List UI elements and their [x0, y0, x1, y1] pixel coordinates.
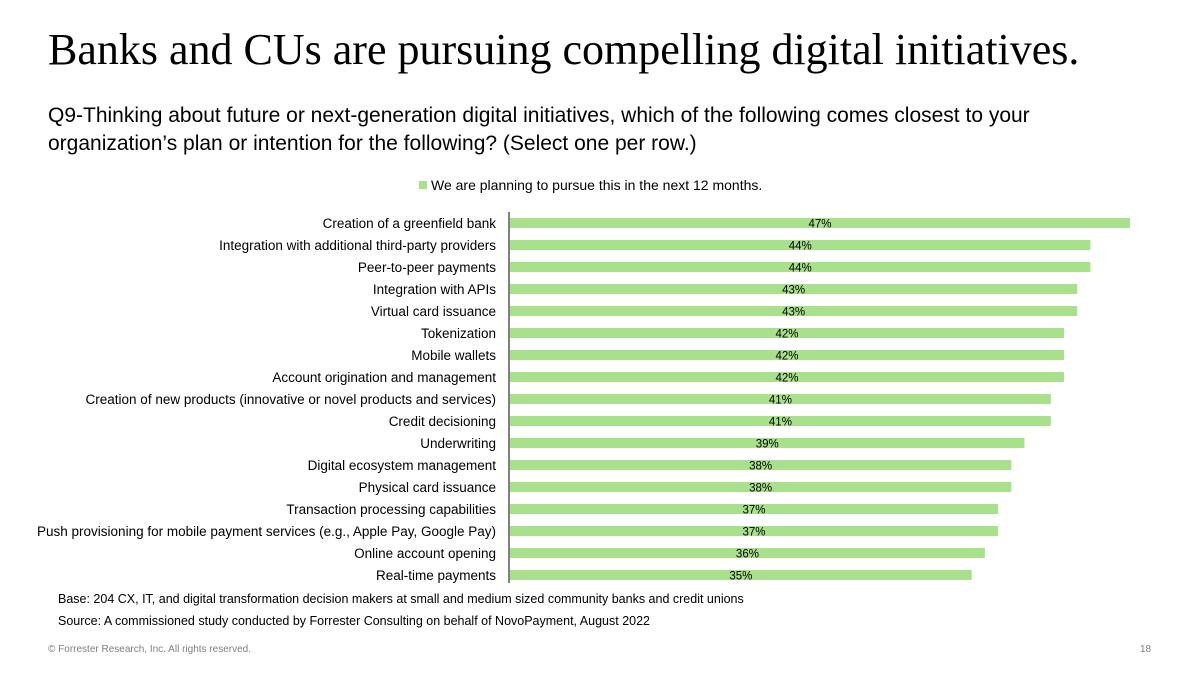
copyright-text: © Forrester Research, Inc. All rights re…: [48, 644, 251, 655]
data-label: 38%: [749, 483, 772, 495]
category-label: Underwriting: [420, 436, 496, 451]
bar: [510, 526, 999, 536]
category-label: Digital ecosystem management: [308, 458, 497, 473]
bar: [510, 438, 1025, 448]
category-label: Physical card issuance: [359, 480, 496, 495]
category-label: Online account opening: [354, 546, 496, 561]
bar: [510, 570, 972, 580]
data-label: 41%: [769, 417, 792, 429]
category-label: Account origination and management: [272, 370, 496, 385]
data-label: 35%: [729, 571, 752, 583]
bar: [510, 284, 1078, 294]
bar: [510, 416, 1051, 426]
bar: [510, 394, 1051, 404]
bar: [510, 372, 1065, 382]
bar: [510, 482, 1012, 492]
bar: [510, 504, 999, 514]
category-label: Push provisioning for mobile payment ser…: [37, 524, 496, 539]
source-note: Source: A commissioned study conducted b…: [58, 614, 651, 628]
category-label: Creation of new products (innovative or …: [86, 392, 496, 407]
bar: [510, 306, 1078, 316]
data-label: 42%: [776, 373, 799, 385]
data-label: 37%: [743, 505, 766, 517]
bar: [510, 350, 1065, 360]
legend-swatch: [419, 181, 427, 189]
data-label: 39%: [756, 439, 779, 451]
bar: [510, 328, 1065, 338]
category-label: Real-time payments: [376, 568, 496, 583]
data-label: 38%: [749, 461, 772, 473]
category-label: Peer-to-peer payments: [358, 260, 496, 275]
category-label: Integration with additional third-party …: [219, 238, 496, 253]
data-label: 37%: [743, 527, 766, 539]
data-label: 47%: [808, 219, 831, 231]
category-label: Credit decisioning: [389, 414, 496, 429]
chart-legend: We are planning to pursue this in the ne…: [419, 177, 762, 193]
legend-label: We are planning to pursue this in the ne…: [431, 177, 763, 193]
category-label: Virtual card issuance: [371, 304, 496, 319]
bar: [510, 240, 1091, 250]
category-label: Tokenization: [421, 326, 496, 341]
data-label: 43%: [782, 285, 805, 297]
data-label: 36%: [736, 549, 759, 561]
data-label: 44%: [789, 263, 812, 275]
bar-chart: Creation of a greenfield bank 47% Integrat…: [37, 212, 1130, 583]
data-label: 44%: [789, 241, 812, 253]
category-label: Mobile wallets: [411, 348, 496, 363]
slide-title: Banks and CUs are pursuing compelling di…: [48, 25, 1080, 74]
data-label: 42%: [776, 329, 799, 341]
category-label: Transaction processing capabilities: [286, 502, 496, 517]
category-label: Creation of a greenfield bank: [323, 216, 497, 231]
data-label: 43%: [782, 307, 805, 319]
survey-question: Q9-Thinking about future or next-generat…: [48, 104, 1030, 155]
bar: [510, 548, 985, 558]
data-label: 41%: [769, 395, 792, 407]
data-label: 42%: [776, 351, 799, 363]
bar: [510, 262, 1091, 272]
bars-group: Creation of a greenfield bank 47% Integrat…: [37, 216, 1130, 583]
bar: [510, 218, 1130, 228]
category-label: Integration with APIs: [373, 282, 496, 297]
bar: [510, 460, 1012, 470]
base-note: Base: 204 CX, IT, and digital transforma…: [58, 592, 744, 606]
page-number: 18: [1140, 644, 1152, 655]
